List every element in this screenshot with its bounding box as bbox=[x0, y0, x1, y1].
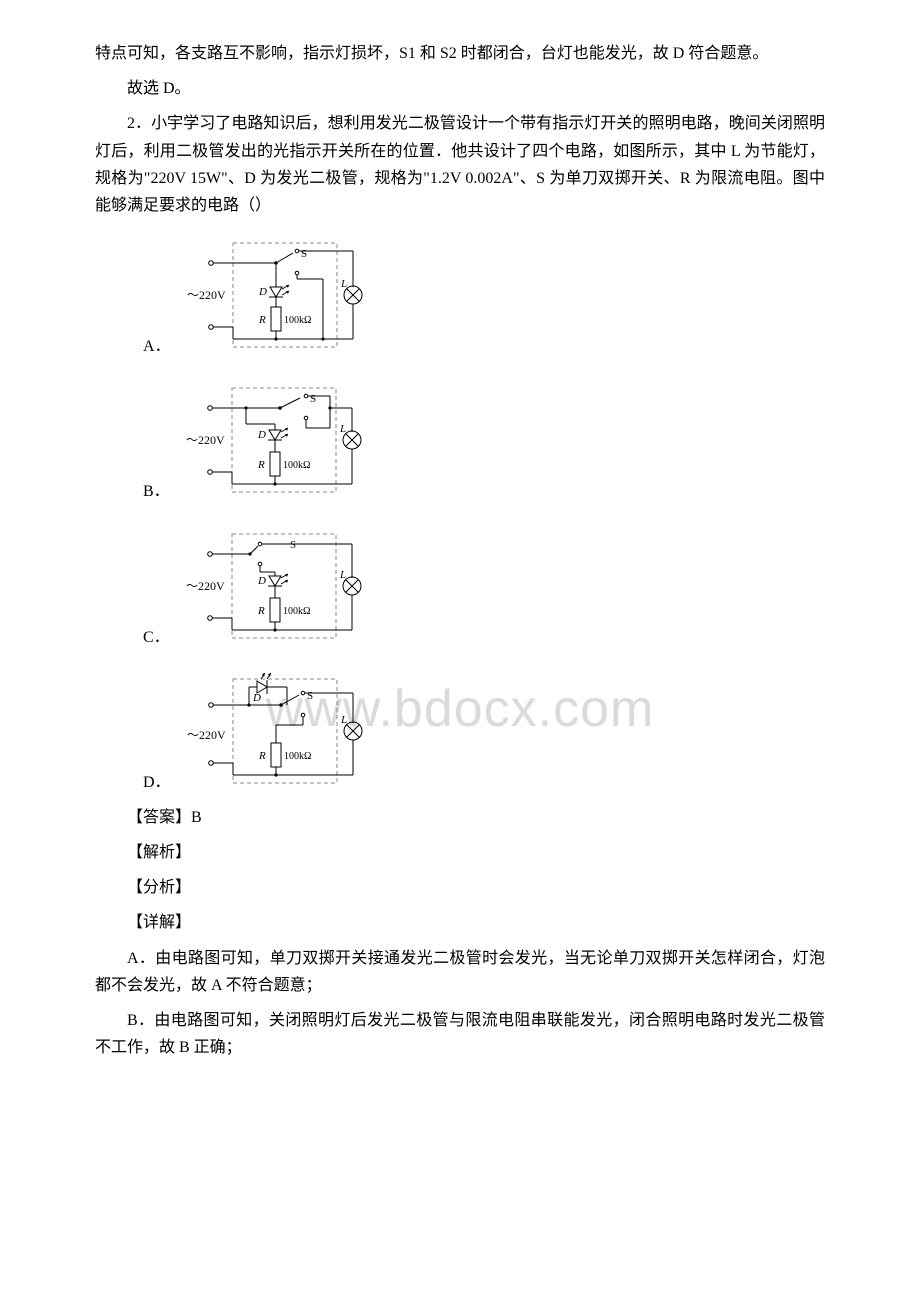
source-label: ～220V bbox=[186, 579, 225, 593]
circuit-diagram-C: ～220V S bbox=[180, 520, 370, 655]
prev-explain-para: 特点可知，各支路互不影响，指示灯损坏，S1 和 S2 时都闭合，台灯也能发光，故… bbox=[95, 40, 825, 67]
lamp-label: L bbox=[339, 569, 346, 581]
circuit-diagram-A: ～220V S bbox=[181, 229, 371, 364]
analysis-label: 【分析】 bbox=[95, 874, 825, 901]
lamp-label: L bbox=[339, 423, 346, 435]
lamp-label: L bbox=[340, 714, 347, 726]
prev-answer-choice: 故选 D。 bbox=[95, 75, 825, 102]
detail-B: B．由电路图可知，关闭照明灯后发光二极管与限流电阻串联能发光，闭合照明电路时发光… bbox=[95, 1007, 825, 1061]
option-label-A: A． bbox=[143, 333, 171, 360]
detail-label: 【详解】 bbox=[95, 909, 825, 936]
switch-label: S bbox=[301, 248, 307, 260]
option-row-C: C． ～220V S bbox=[143, 520, 825, 655]
source-label: ～220V bbox=[187, 288, 226, 302]
res-label: R bbox=[258, 314, 266, 326]
option-label-D: D． bbox=[143, 769, 171, 796]
res-value: 100kΩ bbox=[283, 460, 310, 471]
option-row-B: B． ～220V S bbox=[143, 374, 825, 509]
option-row-D: D． ～220V D bbox=[143, 665, 825, 800]
lamp-label: L bbox=[340, 278, 347, 290]
detail-A: A．由电路图可知，单刀双掷开关接通发光二极管时会发光，当无论单刀双掷开关怎样闭合… bbox=[95, 945, 825, 999]
diode-label: D bbox=[257, 429, 266, 441]
explain-label: 【解析】 bbox=[95, 839, 825, 866]
q2-stem: 2．小宇学习了电路知识后，想利用发光二极管设计一个带有指示灯开关的照明电路，晚间… bbox=[95, 110, 825, 219]
option-row-A: A． ～220V S bbox=[143, 229, 825, 364]
switch-label: S bbox=[310, 393, 316, 405]
circuit-diagram-B: ～220V S bbox=[180, 374, 370, 509]
res-label: R bbox=[258, 750, 266, 762]
page-content: 特点可知，各支路互不影响，指示灯损坏，S1 和 S2 时都闭合，台灯也能发光，故… bbox=[95, 40, 825, 1061]
diode-label: D bbox=[258, 286, 267, 298]
res-value: 100kΩ bbox=[284, 751, 311, 762]
res-value: 100kΩ bbox=[283, 606, 310, 617]
source-label: ～220V bbox=[186, 433, 225, 447]
diode-label: D bbox=[257, 575, 266, 587]
res-value: 100kΩ bbox=[284, 315, 311, 326]
diode-label: D bbox=[252, 692, 261, 704]
switch-label: S bbox=[290, 539, 296, 551]
answer-label: 【答案】B bbox=[95, 804, 825, 831]
res-label: R bbox=[257, 605, 265, 617]
circuit-diagram-D: ～220V D bbox=[181, 665, 371, 800]
res-label: R bbox=[257, 459, 265, 471]
option-label-C: C． bbox=[143, 624, 170, 651]
source-label: ～220V bbox=[187, 728, 226, 742]
option-label-B: B． bbox=[143, 478, 170, 505]
switch-label: S bbox=[307, 690, 313, 702]
